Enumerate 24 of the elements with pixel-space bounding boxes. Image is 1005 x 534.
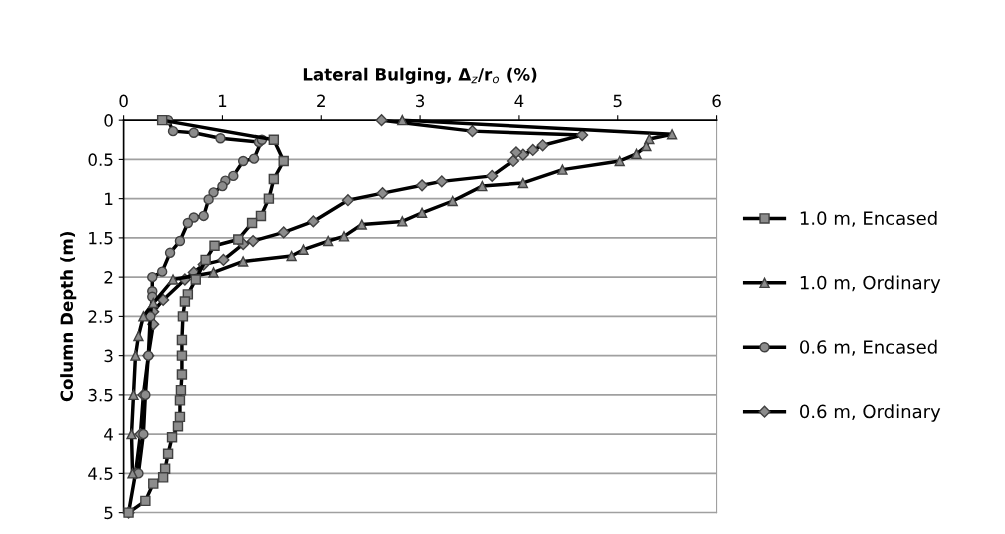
legend-label: 1.0 m, Encased: [800, 211, 937, 227]
legend-label: 1.0 m, Ordinary: [800, 275, 941, 293]
y-tick-label: 0.5: [88, 153, 113, 166]
legend-label: 0.6 m, Encased: [800, 339, 937, 356]
x-tick-label: 5: [613, 94, 622, 108]
y-tick-label: 2.5: [88, 310, 113, 323]
x-axis-title: Lateral Bulging, Δ$_{z}$/r$_{o}$ (%): [303, 67, 537, 84]
y-tick-label: 1: [105, 192, 113, 205]
y-tick-label: 5: [104, 506, 113, 520]
y-tick-label: 4.5: [88, 467, 113, 480]
y-tick-label: 3.5: [88, 388, 113, 402]
y-tick-label: 2: [104, 271, 113, 284]
x-tick-label: 2: [317, 94, 325, 107]
y-tick-label: 3: [104, 349, 113, 363]
x-tick-label: 0: [119, 94, 128, 108]
y-tick-label: 1.5: [89, 232, 113, 245]
x-tick-label: 4: [514, 94, 524, 107]
y-axis-title: Column Depth (m): [60, 232, 77, 402]
legend-label: 0.6 m, Ordinary: [800, 404, 941, 422]
y-tick-label: 4: [104, 428, 113, 441]
y-tick-label: 0: [104, 114, 113, 127]
x-tick-label: 1: [218, 94, 227, 107]
x-tick-label: 3: [416, 94, 425, 108]
x-tick-label: 6: [712, 94, 721, 108]
